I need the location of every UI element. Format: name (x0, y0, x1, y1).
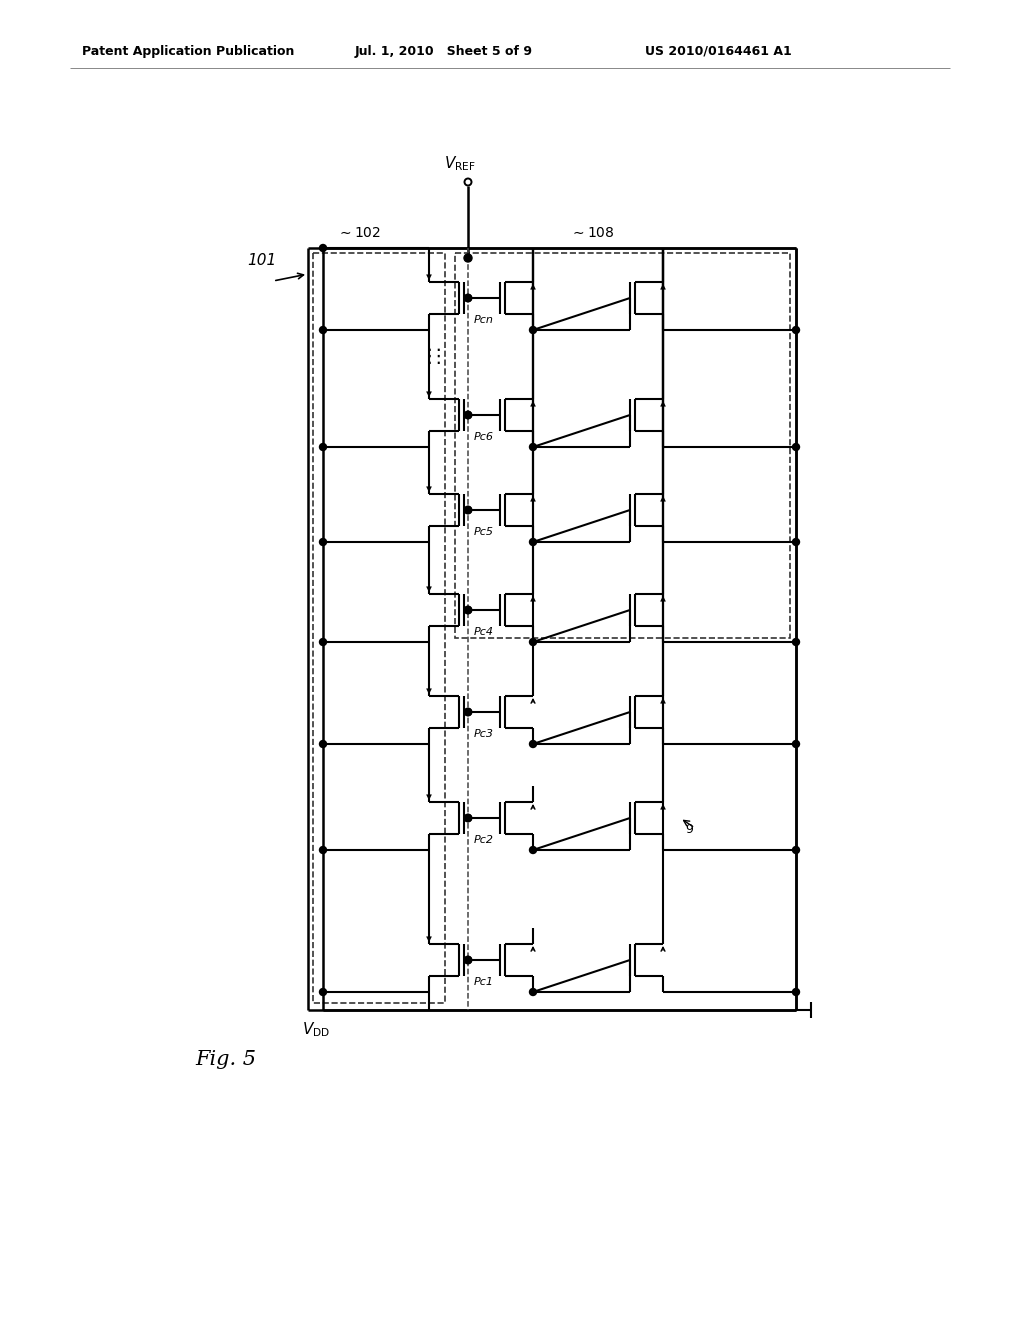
Circle shape (529, 444, 537, 450)
Circle shape (465, 957, 471, 964)
Text: Fig. 5: Fig. 5 (195, 1049, 256, 1069)
Circle shape (465, 412, 471, 418)
Circle shape (319, 244, 327, 252)
Text: Pc1: Pc1 (474, 977, 494, 987)
Bar (313, 253, 445, 1003)
Circle shape (465, 957, 471, 964)
Circle shape (465, 814, 471, 821)
Circle shape (529, 846, 537, 854)
Circle shape (529, 326, 537, 334)
Text: 9: 9 (685, 822, 693, 836)
Circle shape (464, 253, 472, 261)
Circle shape (319, 326, 327, 334)
Text: Pc3: Pc3 (474, 729, 494, 739)
Text: 101: 101 (247, 253, 276, 268)
Text: ⋮: ⋮ (656, 350, 670, 363)
Bar (455, 253, 790, 638)
Circle shape (529, 741, 537, 747)
Circle shape (319, 539, 327, 545)
Circle shape (319, 846, 327, 854)
Text: $\sim$108: $\sim$108 (570, 226, 614, 240)
Circle shape (529, 639, 537, 645)
Text: $V_{\mathrm{REF}}$: $V_{\mathrm{REF}}$ (444, 154, 476, 173)
Circle shape (319, 989, 327, 995)
Circle shape (465, 709, 471, 715)
Circle shape (793, 741, 800, 747)
Circle shape (793, 539, 800, 545)
Circle shape (465, 709, 471, 715)
Circle shape (793, 444, 800, 450)
Circle shape (319, 444, 327, 450)
Text: $V_{\mathrm{DD}}$: $V_{\mathrm{DD}}$ (302, 1020, 330, 1039)
Text: Pcn: Pcn (474, 315, 494, 325)
Text: Pc2: Pc2 (474, 836, 494, 845)
Circle shape (465, 606, 471, 614)
Circle shape (465, 294, 471, 301)
Text: Patent Application Publication: Patent Application Publication (82, 45, 294, 58)
Circle shape (793, 846, 800, 854)
Text: Pc5: Pc5 (474, 527, 494, 537)
Text: $\sim$102: $\sim$102 (337, 226, 381, 240)
Text: ⋮: ⋮ (419, 347, 438, 366)
Text: ⋮: ⋮ (526, 350, 540, 363)
Circle shape (319, 639, 327, 645)
Circle shape (793, 639, 800, 645)
Circle shape (465, 412, 471, 418)
Text: Jul. 1, 2010   Sheet 5 of 9: Jul. 1, 2010 Sheet 5 of 9 (355, 45, 534, 58)
Text: Pc4: Pc4 (474, 627, 494, 638)
Circle shape (529, 539, 537, 545)
Text: US 2010/0164461 A1: US 2010/0164461 A1 (645, 45, 792, 58)
Circle shape (465, 294, 471, 301)
Circle shape (793, 326, 800, 334)
Circle shape (465, 507, 471, 513)
Circle shape (465, 178, 471, 186)
Circle shape (465, 507, 471, 513)
Circle shape (465, 606, 471, 614)
Circle shape (465, 814, 471, 821)
Text: ⋮: ⋮ (428, 347, 447, 366)
Circle shape (529, 989, 537, 995)
Text: Pc6: Pc6 (474, 432, 494, 442)
Circle shape (319, 741, 327, 747)
Circle shape (793, 989, 800, 995)
